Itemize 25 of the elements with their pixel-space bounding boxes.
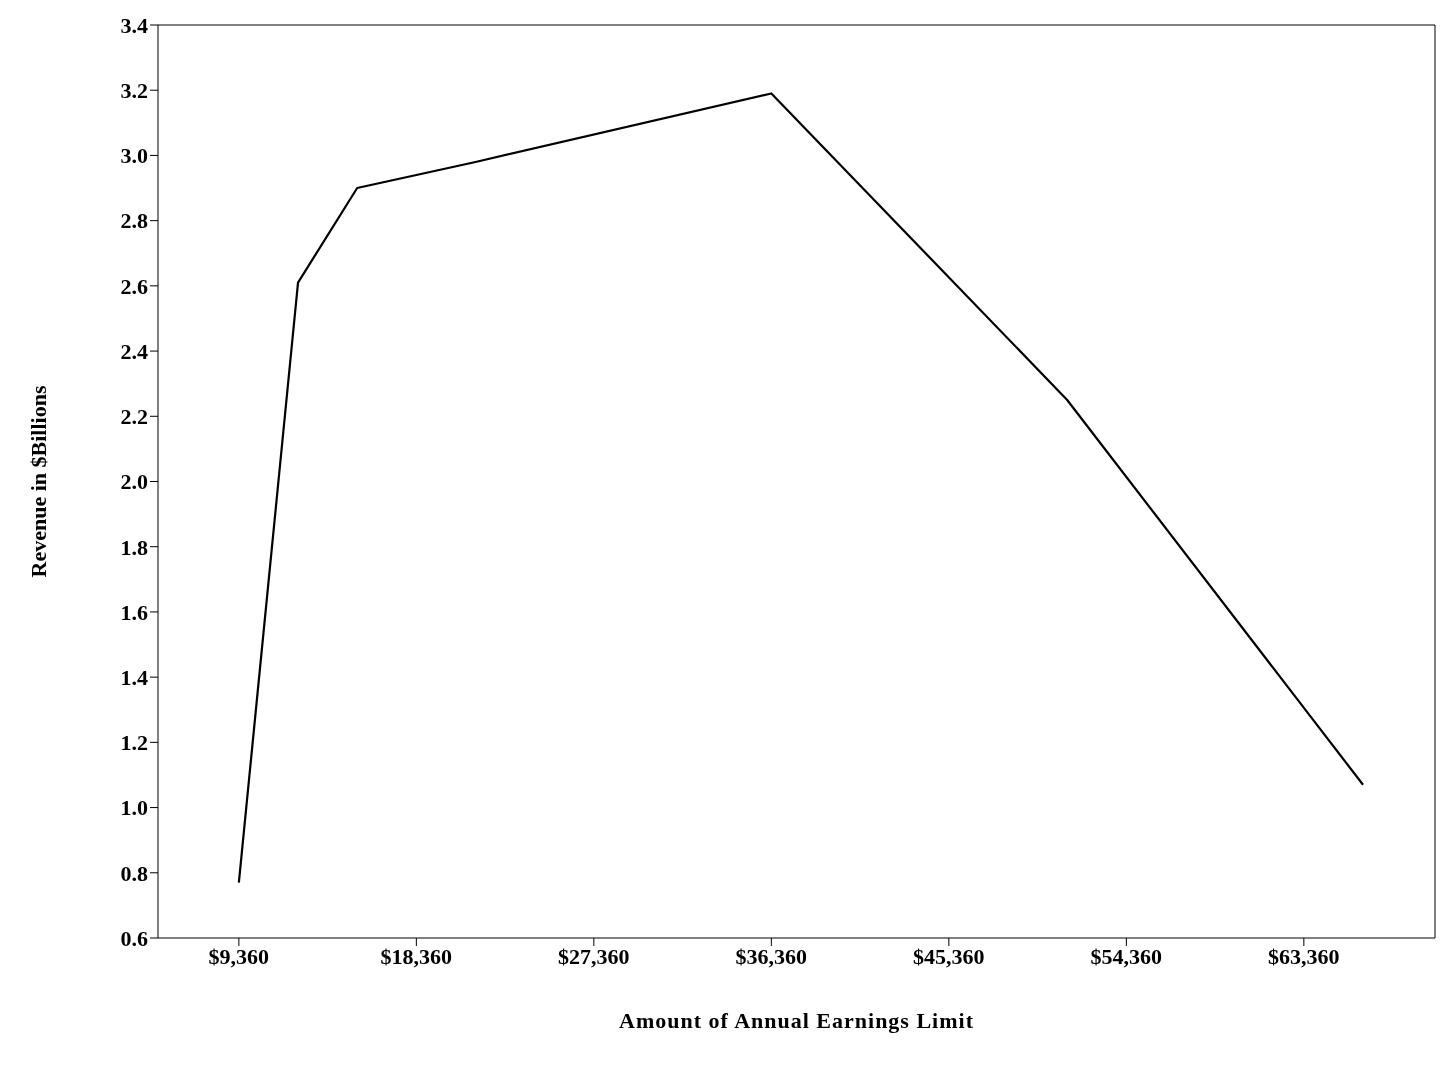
y-tick-label: 1.4 — [120, 664, 148, 690]
y-tick-label: 2.8 — [120, 208, 148, 234]
x-tick-label: $45,360 — [913, 943, 985, 969]
y-tick-label: 0.6 — [120, 925, 148, 951]
y-axis-title: Revenue in $Billions — [25, 385, 51, 578]
x-tick-label: $36,360 — [735, 943, 808, 969]
y-tick-label: 3.2 — [120, 78, 148, 104]
y-tick-label: 1.8 — [120, 534, 148, 560]
line-series — [237, 92, 1365, 884]
y-tick-label: 2.0 — [120, 469, 148, 495]
x-axis-title: Amount of Annual Earnings Limit — [619, 1008, 974, 1033]
x-tick-label: $63,360 — [1268, 943, 1340, 969]
x-tick-label: $9,360 — [208, 943, 270, 969]
y-tick-label: 1.2 — [120, 730, 148, 756]
y-tick-label: 1.6 — [120, 599, 148, 625]
y-tick-label: 2.4 — [120, 338, 148, 364]
y-tick-label: 2.6 — [120, 273, 148, 299]
y-tick-label: 3.4 — [120, 12, 148, 38]
x-tick-label: $27,360 — [558, 943, 630, 969]
x-tick-label: $54,360 — [1090, 943, 1163, 969]
y-tick-label: 1.0 — [120, 795, 148, 821]
x-tick-label: $18,360 — [380, 943, 453, 969]
y-tick-label: 3.0 — [120, 143, 148, 169]
y-tick-label: 0.8 — [120, 860, 148, 886]
y-tick-label: 2.2 — [120, 404, 148, 430]
